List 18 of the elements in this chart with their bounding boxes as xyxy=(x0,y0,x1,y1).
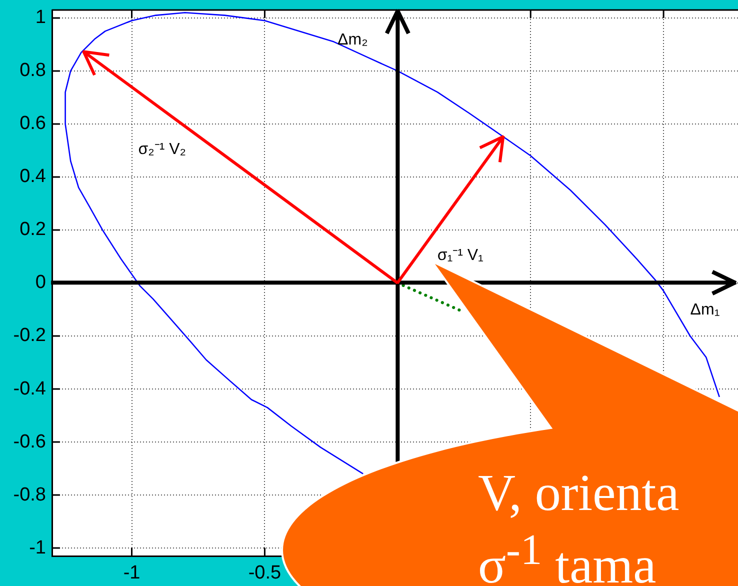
y-tick-label: -0.6 xyxy=(13,431,46,452)
x-tick-label: -0.5 xyxy=(248,562,282,584)
y-tick-label: 1 xyxy=(35,7,46,28)
x-axis-title: Δm₁ xyxy=(690,301,720,318)
y-tick-label: -0.4 xyxy=(13,378,46,400)
annotation: σ$^{-1}$ tama xyxy=(478,525,658,586)
annotation: σ₁⁻¹ V₁ xyxy=(437,246,484,266)
y-axis-title: Δm₂ xyxy=(338,31,368,48)
annotation: V, orienta xyxy=(478,465,680,522)
y-tick-label: 0.6 xyxy=(20,113,46,134)
y-tick-label: -0.2 xyxy=(13,325,46,346)
y-tick-label: -1 xyxy=(29,537,46,558)
y-tick-label: 0.4 xyxy=(20,166,46,188)
y-tick-label: 0 xyxy=(35,272,46,294)
annotation: σ₂⁻¹ V₂ xyxy=(138,140,186,160)
y-tick-label: 0.2 xyxy=(20,219,46,240)
y-tick-label: -0.8 xyxy=(13,484,46,506)
y-tick-label: 0.8 xyxy=(20,60,46,82)
